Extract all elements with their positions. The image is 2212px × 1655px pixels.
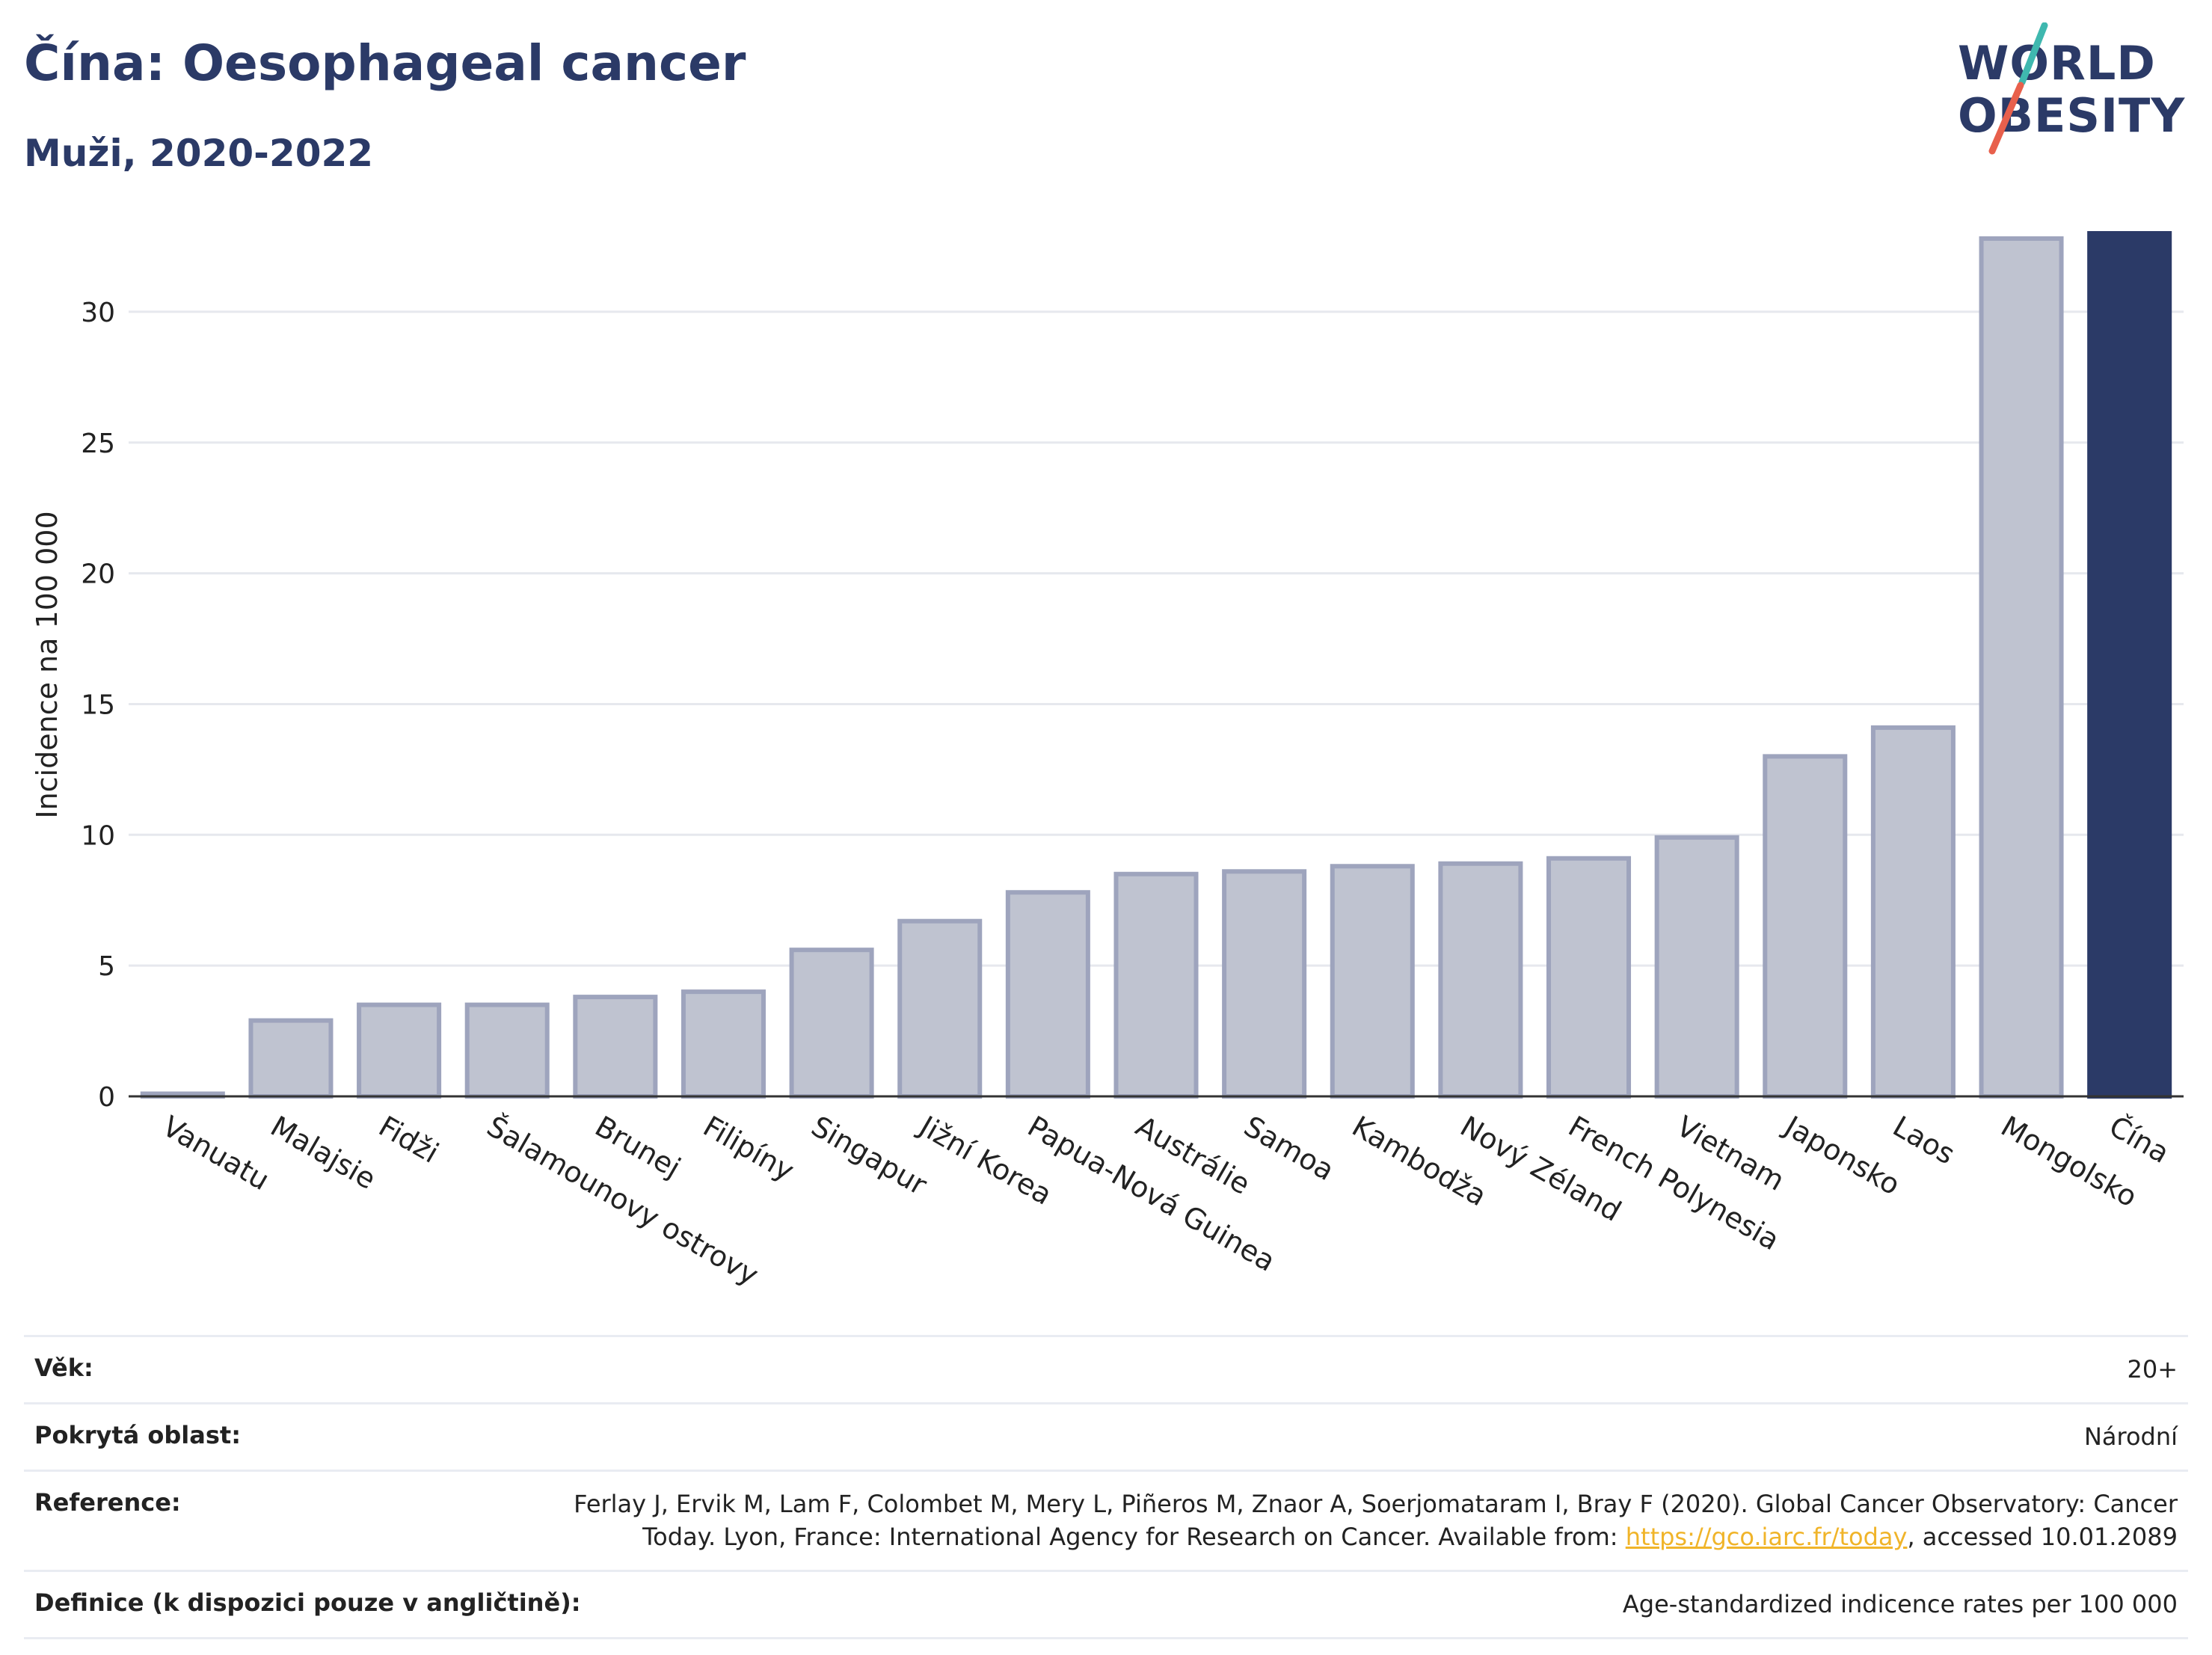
coverage-value: Národní [2083,1422,2178,1452]
x-tick-label: Vanuatu [157,1110,275,1197]
y-tick-label: 20 [81,559,115,590]
x-tick-label: Čína [2104,1110,2175,1170]
bar-11 [1330,864,1415,1099]
world-obesity-logo: WORLD OBESITY [1944,22,2191,157]
bar-10 [1222,869,1307,1099]
bar-12 [1438,861,1523,1099]
y-tick-label: 25 [81,429,115,459]
bar-15 [1763,754,1848,1099]
logo-line1: WORLD [1958,36,2156,90]
age-label: Věk: [34,1354,93,1382]
definition-value: Age-standardized indicence rates per 100… [1622,1589,2178,1618]
y-tick-label: 0 [98,1082,115,1113]
x-tick-label: Filipíny [698,1110,799,1188]
bar-1 [248,1018,334,1099]
reference-text: Ferlay J, Ervik M, Lam F, Colombet M, Me… [574,1490,2178,1551]
bar-14 [1654,835,1739,1099]
x-tick-label: Fidži [373,1110,444,1170]
definition-label: Definice (k dispozici pouze v angličtině… [34,1588,581,1617]
bar-5 [681,989,766,1099]
bar-8 [1005,890,1090,1099]
page-subtitle: Muži, 2020-2022 [24,132,374,175]
x-tick-label: Japonsko [1778,1109,1906,1202]
x-tick-label: Laos [1887,1110,1961,1171]
logo-line2: OBESITY [1958,88,2186,143]
info-row-definition: Definice (k dispozici pouze v angličtině… [24,1569,2188,1639]
bar-18 [2087,231,2172,1099]
reference-link[interactable]: https://gco.iarc.fr/today [1625,1522,1908,1551]
bar-16 [1870,725,1956,1099]
reference-accessed: , accessed 10.01.2089 [1907,1522,2178,1551]
bar-6 [789,948,874,1099]
logo-slash-icon [1988,22,2048,155]
bar-9 [1113,871,1199,1099]
reference-label: Reference: [34,1488,181,1517]
y-tick-label: 10 [81,820,115,851]
info-row-reference: Reference: Ferlay J, Ervik M, Lam F, Col… [24,1470,2188,1569]
x-tick-label: Malajsie [265,1110,381,1196]
y-tick-label: 15 [81,690,115,720]
y-axis-ticks: 0 5 10 15 20 25 30 [81,298,115,1113]
coverage-label: Pokrytá oblast: [34,1421,241,1450]
bar-4 [573,995,658,1099]
info-table: Věk: 20+ Pokrytá oblast: Národní Referen… [24,1335,2188,1639]
y-tick-label: 5 [98,951,115,982]
y-axis-label: Incidence na 100 000 [31,511,64,818]
page-title: Čína: Oesophageal cancer [24,34,746,92]
bar-3 [464,1002,550,1099]
reference-value: Ferlay J, Ervik M, Lam F, Colombet M, Me… [570,1488,2178,1553]
bar-7 [897,918,983,1099]
bar-13 [1546,856,1632,1099]
x-tick-label: Singapur [806,1110,933,1202]
y-tick-label: 30 [81,298,115,328]
bar-17 [1979,236,2064,1099]
info-row-age: Věk: 20+ [24,1335,2188,1402]
info-row-coverage: Pokrytá oblast: Národní [24,1402,2188,1470]
bars [129,231,2184,1099]
bar-2 [357,1002,442,1099]
age-value: 20+ [2127,1355,2178,1384]
